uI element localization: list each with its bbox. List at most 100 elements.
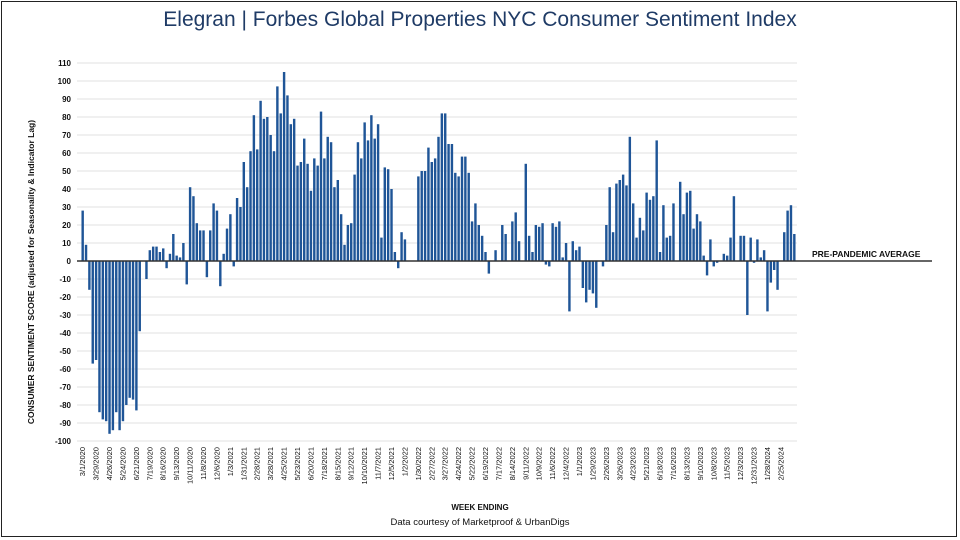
bar — [417, 176, 420, 261]
bar — [648, 199, 652, 261]
x-tick-label: 11/6/2022 — [548, 447, 557, 480]
bar — [527, 235, 531, 261]
bar — [628, 136, 632, 261]
bar — [658, 252, 662, 261]
bar — [370, 115, 373, 261]
bar — [339, 214, 343, 261]
bar — [282, 72, 286, 261]
y-axis-ticks: 1101009080706050403020100-10-20-30-40-50… — [55, 59, 72, 446]
bar — [151, 246, 155, 261]
bar — [433, 158, 437, 261]
x-tick-label: 4/25/2021 — [280, 447, 289, 480]
x-axis-ticks: 3/1/2020 3/29/2020 4/26/2020 5/24/2020 6/21/… — [78, 447, 785, 485]
bar — [477, 225, 480, 261]
bar — [786, 210, 789, 261]
bar — [88, 261, 91, 290]
bar — [662, 205, 665, 261]
bar — [202, 230, 205, 261]
bar — [652, 196, 655, 261]
gridlines — [77, 62, 797, 442]
bar — [715, 261, 719, 263]
x-tick-label: 3/26/2023 — [615, 447, 624, 480]
bar — [601, 261, 605, 267]
bar — [501, 225, 504, 261]
bar — [756, 239, 759, 261]
bar — [118, 261, 121, 431]
bar — [514, 212, 517, 261]
bar — [531, 252, 534, 261]
bar — [400, 232, 403, 261]
bar — [138, 261, 141, 332]
x-tick-label: 6/20/2021 — [306, 447, 315, 480]
bar — [538, 226, 541, 261]
bar — [460, 156, 464, 261]
bar — [480, 235, 484, 261]
bar — [655, 140, 658, 261]
x-tick-label: 1/1/2023 — [575, 447, 584, 476]
y-tick-label: 110 — [58, 59, 71, 68]
y-tick-label: 0 — [67, 257, 72, 266]
bar — [430, 162, 433, 261]
bar — [739, 235, 742, 261]
bar — [353, 174, 356, 261]
y-tick-label: 60 — [62, 149, 71, 158]
bar — [484, 252, 487, 261]
x-tick-label: 2/26/2023 — [602, 447, 611, 480]
bar — [504, 234, 507, 261]
x-tick-label: 2/25/2024 — [776, 447, 785, 480]
bar — [346, 225, 350, 261]
x-tick-label: 4/26/2020 — [105, 447, 114, 480]
bar — [554, 226, 558, 261]
x-tick-label: 1/28/2024 — [763, 447, 772, 480]
y-tick-label: 70 — [62, 131, 71, 140]
y-axis-label: CONSUMER SENTIMENT SCORE (adjusted for S… — [26, 120, 36, 424]
y-tick-label: 100 — [58, 77, 72, 86]
x-tick-label: 1/30/2022 — [414, 447, 423, 480]
bar — [225, 228, 229, 261]
bar — [356, 142, 360, 261]
bar — [121, 261, 125, 422]
bar — [397, 261, 400, 269]
bar — [326, 136, 329, 261]
bar — [692, 228, 695, 261]
bar — [625, 185, 628, 261]
bar — [611, 232, 615, 261]
bar — [336, 180, 340, 261]
bar — [581, 261, 585, 288]
bar — [783, 232, 786, 261]
x-tick-label: 10/10/2021 — [360, 447, 369, 485]
bar — [541, 223, 544, 261]
x-tick-label: 9/13/2020 — [172, 447, 181, 480]
bar — [618, 180, 621, 261]
bar — [245, 187, 249, 261]
bar — [712, 261, 715, 267]
x-tick-label: 8/15/2021 — [333, 447, 342, 480]
bar — [638, 217, 642, 261]
x-tick-label: 10/11/2020 — [186, 447, 195, 484]
bar — [101, 261, 105, 420]
bar — [242, 162, 246, 261]
bar — [360, 158, 363, 261]
bar — [685, 192, 689, 261]
bar — [608, 187, 611, 261]
bar — [333, 187, 336, 261]
x-tick-label: 3/1/2020 — [78, 447, 87, 476]
bar — [131, 261, 135, 400]
bar — [793, 234, 796, 261]
bar — [329, 142, 333, 261]
bar — [162, 248, 165, 261]
bar — [104, 261, 108, 422]
bar — [588, 261, 591, 290]
bar — [259, 100, 262, 261]
bar — [309, 190, 313, 261]
x-tick-label: 8/14/2022 — [508, 447, 517, 480]
bar — [776, 261, 779, 290]
bar — [591, 261, 595, 294]
bar — [195, 223, 199, 261]
bar — [172, 234, 175, 261]
source-note: Data courtesy of Marketproof & UrbanDigs — [390, 517, 570, 528]
bar — [682, 214, 685, 261]
x-tick-label: 1/2/2022 — [400, 447, 409, 476]
bar — [188, 187, 192, 261]
bar — [198, 230, 202, 261]
